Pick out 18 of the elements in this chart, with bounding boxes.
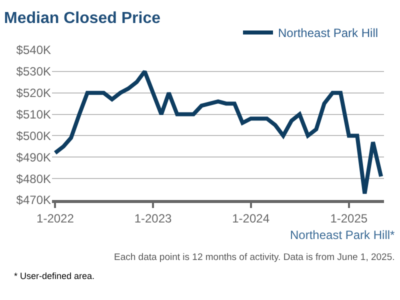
y-tick-label: $490K [16,150,51,164]
y-tick-label: $530K [16,64,51,79]
x-tick-label: 1-2024 [232,211,270,226]
x-tick-label: 1-2025 [330,211,368,226]
text: Each data point is 12 months of activity. Data is from June 1, 2025. [114,252,395,263]
x-tick-label: 1-2022 [36,211,74,226]
y-tick-label: $540K [16,43,51,58]
y-tick-label: $500K [16,128,51,143]
legend-label: Northeast Park Hill [278,26,378,40]
y-tick-label: $510K [16,107,51,122]
text: Northeast Park Hill* [290,228,396,242]
y-tick-label: $480K [16,172,51,186]
x-tick-label: 1-2023 [134,211,172,226]
line-series [53,69,384,196]
y-tick-label: $470K [16,193,51,208]
y-tick-label: $520K [16,86,51,100]
chart-title: Median Closed Price [4,10,161,28]
text: * User-defined area. [14,271,95,281]
